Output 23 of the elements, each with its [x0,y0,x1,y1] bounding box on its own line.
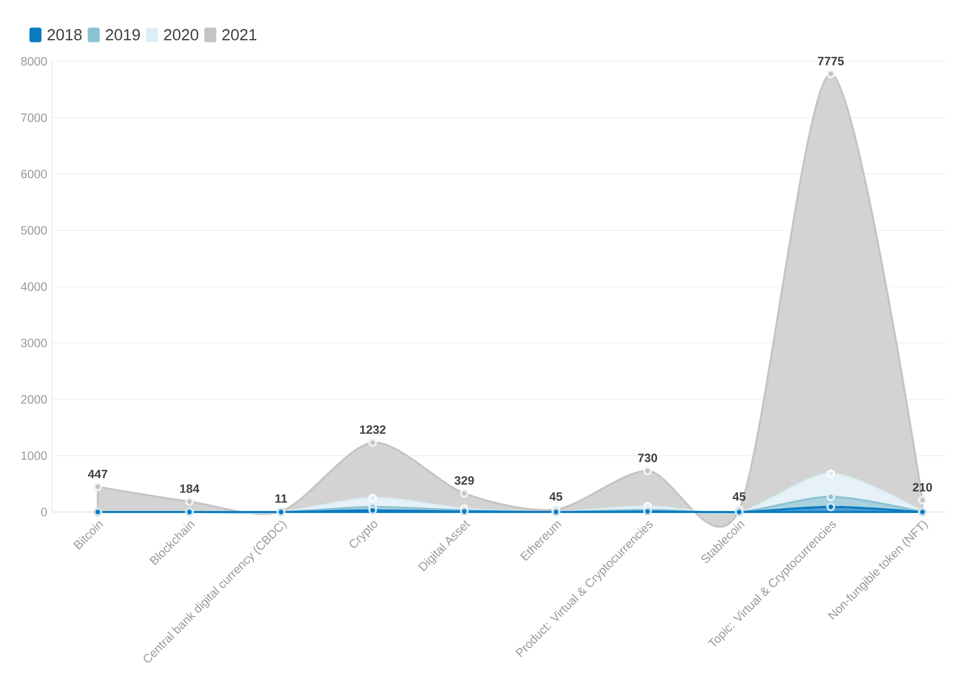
data-label: 11 [275,494,288,503]
legend-label: 2021 [222,29,256,40]
y-tick-label: 3000 [21,338,47,348]
legend-label: 2018 [48,29,82,40]
data-label: 447 [88,470,108,478]
y-tick-label: 2000 [21,395,47,404]
data-label: 45 [732,492,746,501]
data-label: 730 [638,454,658,462]
y-tick-label: 6000 [21,170,47,178]
legend-label: 2019 [106,29,140,40]
legend-label: 2020 [164,29,198,40]
data-label: 7775 [818,56,844,66]
y-tick-label: 0 [41,508,47,516]
data-label: 45 [549,492,562,501]
y-tick-label: 5000 [21,226,47,235]
y-tick-label: 8000 [21,57,47,66]
y-tick-label: 1000 [22,451,47,460]
data-label: 329 [454,476,474,485]
data-label: 210 [912,482,932,492]
y-tick-label: 4000 [20,282,47,291]
data-label: 184 [180,484,200,493]
data-label: 1232 [360,425,386,434]
y-tick-label: 7000 [21,113,47,122]
